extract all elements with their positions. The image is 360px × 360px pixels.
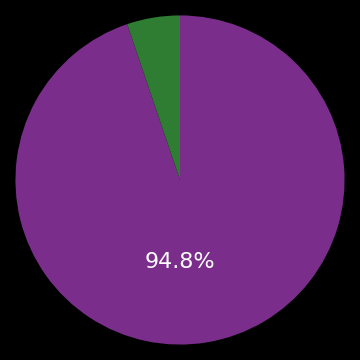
Wedge shape bbox=[15, 15, 345, 345]
Wedge shape bbox=[127, 15, 180, 180]
Text: 94.8%: 94.8% bbox=[145, 252, 215, 272]
